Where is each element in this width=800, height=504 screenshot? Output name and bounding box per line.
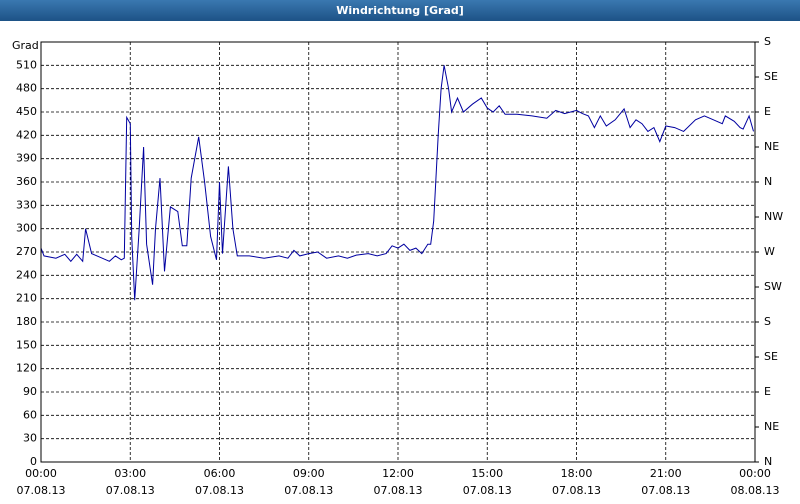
x-tick-date: 07.08.13 xyxy=(106,484,155,497)
x-tick-label: 06:00 xyxy=(204,467,236,480)
x-tick-label: 18:00 xyxy=(561,467,593,480)
y-tick-label: 330 xyxy=(16,198,37,211)
x-tick-date: 07.08.13 xyxy=(552,484,601,497)
x-tick-date: 07.08.13 xyxy=(284,484,333,497)
x-tick-label: 15:00 xyxy=(471,467,503,480)
y2-tick-label: NE xyxy=(764,140,779,153)
y-tick-label: 360 xyxy=(16,175,37,188)
x-tick-label: 03:00 xyxy=(114,467,146,480)
y2-tick-label: S xyxy=(764,315,771,328)
x-tick-label: 21:00 xyxy=(650,467,682,480)
y-tick-label: 420 xyxy=(16,128,37,141)
y-tick-label: 480 xyxy=(16,82,37,95)
y-tick-label: 0 xyxy=(30,455,37,468)
plot-border xyxy=(40,41,756,463)
x-tick-label: 00:00 xyxy=(739,467,771,480)
y-tick-label: 390 xyxy=(16,152,37,165)
y-axis-label: Grad xyxy=(12,39,39,52)
y2-tick-label: SE xyxy=(764,350,778,363)
y2-tick-label: SW xyxy=(764,280,782,293)
x-tick-date: 07.08.13 xyxy=(195,484,244,497)
y-tick-label: 270 xyxy=(16,245,37,258)
y-tick-label: 120 xyxy=(16,362,37,375)
y2-tick-label: E xyxy=(764,105,771,118)
y-tick-label: 210 xyxy=(16,292,37,305)
chart-title: Windrichtung [Grad] xyxy=(336,4,464,17)
title-bar: Windrichtung [Grad] xyxy=(0,0,800,21)
x-tick-label: 09:00 xyxy=(293,467,325,480)
x-tick-date: 07.08.13 xyxy=(641,484,690,497)
x-tick-date: 07.08.13 xyxy=(17,484,66,497)
y2-tick-label: E xyxy=(764,385,771,398)
y-tick-label: 150 xyxy=(16,338,37,351)
y2-tick-label: NE xyxy=(764,420,779,433)
x-tick-label: 12:00 xyxy=(382,467,414,480)
y-tick-label: 510 xyxy=(16,58,37,71)
y-tick-label: 450 xyxy=(16,105,37,118)
y2-tick-label: N xyxy=(764,175,772,188)
y-tick-label: 60 xyxy=(23,408,37,421)
x-tick-date: 08.08.13 xyxy=(731,484,780,497)
y-tick-label: 90 xyxy=(23,385,37,398)
y2-tick-label: NW xyxy=(764,210,783,223)
y2-tick-label: W xyxy=(764,245,775,258)
data-line xyxy=(40,65,754,301)
y-tick-label: 180 xyxy=(16,315,37,328)
y-tick-label: 240 xyxy=(16,268,37,281)
x-tick-date: 07.08.13 xyxy=(374,484,423,497)
title-bar-bg xyxy=(0,0,800,21)
y2-tick-label: N xyxy=(764,455,772,468)
x-tick-label: 00:00 xyxy=(25,467,57,480)
y-tick-label: 30 xyxy=(23,432,37,445)
x-tick-date: 07.08.13 xyxy=(463,484,512,497)
y-tick-label: 300 xyxy=(16,222,37,235)
y2-tick-label: S xyxy=(764,35,771,48)
y2-tick-label: SE xyxy=(764,70,778,83)
